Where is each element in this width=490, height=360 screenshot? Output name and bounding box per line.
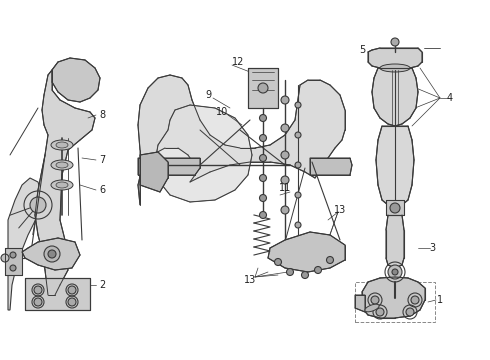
Polygon shape bbox=[22, 238, 80, 270]
Ellipse shape bbox=[51, 160, 73, 170]
Text: 7: 7 bbox=[99, 155, 105, 165]
Circle shape bbox=[391, 38, 399, 46]
Circle shape bbox=[1, 254, 9, 262]
Circle shape bbox=[260, 135, 267, 141]
Circle shape bbox=[34, 286, 42, 294]
Text: 12: 12 bbox=[232, 57, 244, 67]
Circle shape bbox=[295, 222, 301, 228]
Circle shape bbox=[260, 212, 267, 219]
Polygon shape bbox=[138, 75, 345, 205]
Circle shape bbox=[34, 298, 42, 306]
Text: 5: 5 bbox=[359, 45, 365, 55]
Polygon shape bbox=[52, 58, 100, 102]
Text: 11: 11 bbox=[279, 183, 291, 193]
Circle shape bbox=[287, 269, 294, 275]
Circle shape bbox=[260, 154, 267, 162]
Circle shape bbox=[411, 296, 419, 304]
Polygon shape bbox=[362, 277, 425, 318]
Circle shape bbox=[30, 197, 46, 213]
Text: 13: 13 bbox=[244, 275, 256, 285]
Circle shape bbox=[274, 258, 281, 266]
Ellipse shape bbox=[365, 304, 379, 312]
Circle shape bbox=[326, 256, 334, 264]
Polygon shape bbox=[386, 215, 404, 268]
Ellipse shape bbox=[51, 180, 73, 190]
Circle shape bbox=[258, 83, 268, 93]
Text: 3: 3 bbox=[429, 243, 435, 253]
Circle shape bbox=[281, 206, 289, 214]
Text: 4: 4 bbox=[447, 93, 453, 103]
Polygon shape bbox=[268, 232, 345, 272]
Ellipse shape bbox=[56, 142, 68, 148]
Text: 9: 9 bbox=[205, 90, 211, 100]
Circle shape bbox=[281, 96, 289, 104]
Polygon shape bbox=[386, 200, 404, 215]
Circle shape bbox=[406, 308, 414, 316]
Circle shape bbox=[10, 265, 16, 271]
Circle shape bbox=[68, 298, 76, 306]
Circle shape bbox=[390, 203, 400, 213]
Circle shape bbox=[260, 175, 267, 181]
Circle shape bbox=[260, 194, 267, 202]
Ellipse shape bbox=[51, 140, 73, 150]
Circle shape bbox=[392, 269, 398, 275]
Polygon shape bbox=[138, 158, 200, 175]
Polygon shape bbox=[376, 126, 414, 207]
Circle shape bbox=[295, 192, 301, 198]
Circle shape bbox=[371, 296, 379, 304]
Circle shape bbox=[388, 265, 402, 279]
Circle shape bbox=[295, 132, 301, 138]
Circle shape bbox=[376, 308, 384, 316]
Circle shape bbox=[281, 151, 289, 159]
Ellipse shape bbox=[56, 162, 68, 168]
Circle shape bbox=[315, 266, 321, 274]
Ellipse shape bbox=[56, 182, 68, 188]
Polygon shape bbox=[355, 295, 365, 312]
Polygon shape bbox=[248, 68, 278, 108]
Text: 1: 1 bbox=[437, 295, 443, 305]
Circle shape bbox=[281, 124, 289, 132]
Polygon shape bbox=[8, 178, 42, 310]
Circle shape bbox=[295, 102, 301, 108]
Text: 13: 13 bbox=[334, 205, 346, 215]
Circle shape bbox=[48, 250, 56, 258]
Text: 2: 2 bbox=[99, 280, 105, 290]
Circle shape bbox=[68, 286, 76, 294]
Circle shape bbox=[260, 114, 267, 122]
Polygon shape bbox=[35, 70, 95, 295]
Text: 6: 6 bbox=[99, 185, 105, 195]
Polygon shape bbox=[155, 105, 252, 202]
Text: 8: 8 bbox=[99, 110, 105, 120]
Polygon shape bbox=[310, 158, 352, 175]
Polygon shape bbox=[140, 152, 168, 192]
Circle shape bbox=[10, 252, 16, 258]
Circle shape bbox=[281, 176, 289, 184]
Circle shape bbox=[295, 162, 301, 168]
Polygon shape bbox=[368, 48, 422, 68]
Ellipse shape bbox=[380, 64, 410, 72]
Polygon shape bbox=[372, 68, 418, 126]
Text: 10: 10 bbox=[216, 107, 228, 117]
Polygon shape bbox=[25, 278, 90, 310]
Circle shape bbox=[44, 246, 60, 262]
Circle shape bbox=[301, 271, 309, 279]
Polygon shape bbox=[5, 248, 22, 275]
